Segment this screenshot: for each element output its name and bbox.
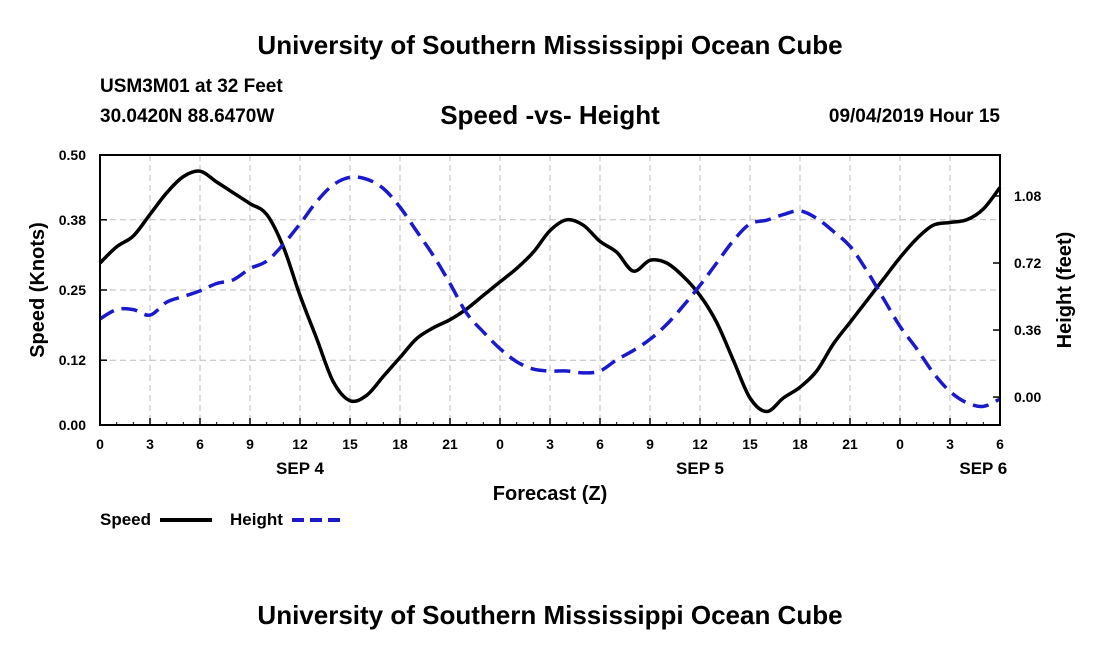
- x-tick-label: 6: [996, 436, 1004, 452]
- x-tick-label: 18: [792, 436, 808, 452]
- x-tick-label: 12: [692, 436, 708, 452]
- coordinates-label: 30.0420N 88.6470W: [100, 106, 275, 127]
- x-axis-label: Forecast (Z): [493, 483, 607, 505]
- x-tick-label: 18: [392, 436, 408, 452]
- series-layer: [98, 169, 1002, 414]
- date-label: SEP 5: [676, 459, 724, 478]
- x-tick-label: 21: [842, 436, 858, 452]
- x-tick-label: 3: [546, 436, 554, 452]
- y2-tick-label: 0.36: [1014, 322, 1041, 338]
- x-tick-label: 21: [442, 436, 458, 452]
- x-tick-label: 6: [596, 436, 604, 452]
- y-tick-label: 0.50: [59, 147, 86, 163]
- x-tick-label: 12: [292, 436, 308, 452]
- x-tick-label: 15: [742, 436, 758, 452]
- x-tick-label: 6: [196, 436, 204, 452]
- page-title: University of Southern Mississippi Ocean…: [257, 30, 843, 60]
- x-tick-label: 0: [896, 436, 904, 452]
- series-line-speed: [98, 169, 1002, 414]
- footer-title: University of Southern Mississippi Ocean…: [257, 600, 843, 630]
- x-tick-label: 9: [246, 436, 254, 452]
- x-tick-label: 9: [646, 436, 654, 452]
- x-tick-label: 3: [946, 436, 954, 452]
- y-tick-label: 0.12: [59, 352, 86, 368]
- date-label: SEP 4: [276, 459, 324, 478]
- legend: Speed Height: [100, 510, 342, 529]
- y2-tick-label: 0.72: [1014, 255, 1041, 271]
- chart-title: Speed -vs- Height: [440, 100, 660, 130]
- speed-height-chart: 0 3 6 9 12 15 18 21 0 3 6 9 12 15 18 21 0 3 6 SEP 4 SEP 5 SEP…: [27, 147, 1076, 529]
- y2-tick-label: 0.00: [1014, 389, 1041, 405]
- y-tick-label: 0.38: [59, 212, 86, 228]
- y-tick-label: 0.25: [59, 282, 86, 298]
- x-tick-label: 0: [496, 436, 504, 452]
- x-tick-label: 3: [146, 436, 154, 452]
- datetime-label: 09/04/2019 Hour 15: [828, 106, 1000, 127]
- y2-tick-label: 1.08: [1014, 188, 1041, 204]
- y-tick-label: 0.00: [59, 417, 86, 433]
- axis-layer: 0 3 6 9 12 15 18 21 0 3 6 9 12 15 18 21 0 3 6 SEP 4 SEP 5 SEP…: [59, 147, 1042, 478]
- station-label: USM3M01 at 32 Feet: [100, 76, 283, 97]
- x-tick-label: 0: [96, 436, 104, 452]
- legend-label-height: Height: [230, 510, 283, 529]
- series-line-height: [99, 175, 1001, 409]
- x-tick-label: 15: [342, 436, 358, 452]
- date-label: SEP 6: [959, 459, 1007, 478]
- legend-label-speed: Speed: [100, 510, 151, 529]
- y-axis-label: Speed (Knots): [27, 222, 49, 358]
- y2-axis-label: Height (feet): [1054, 232, 1076, 349]
